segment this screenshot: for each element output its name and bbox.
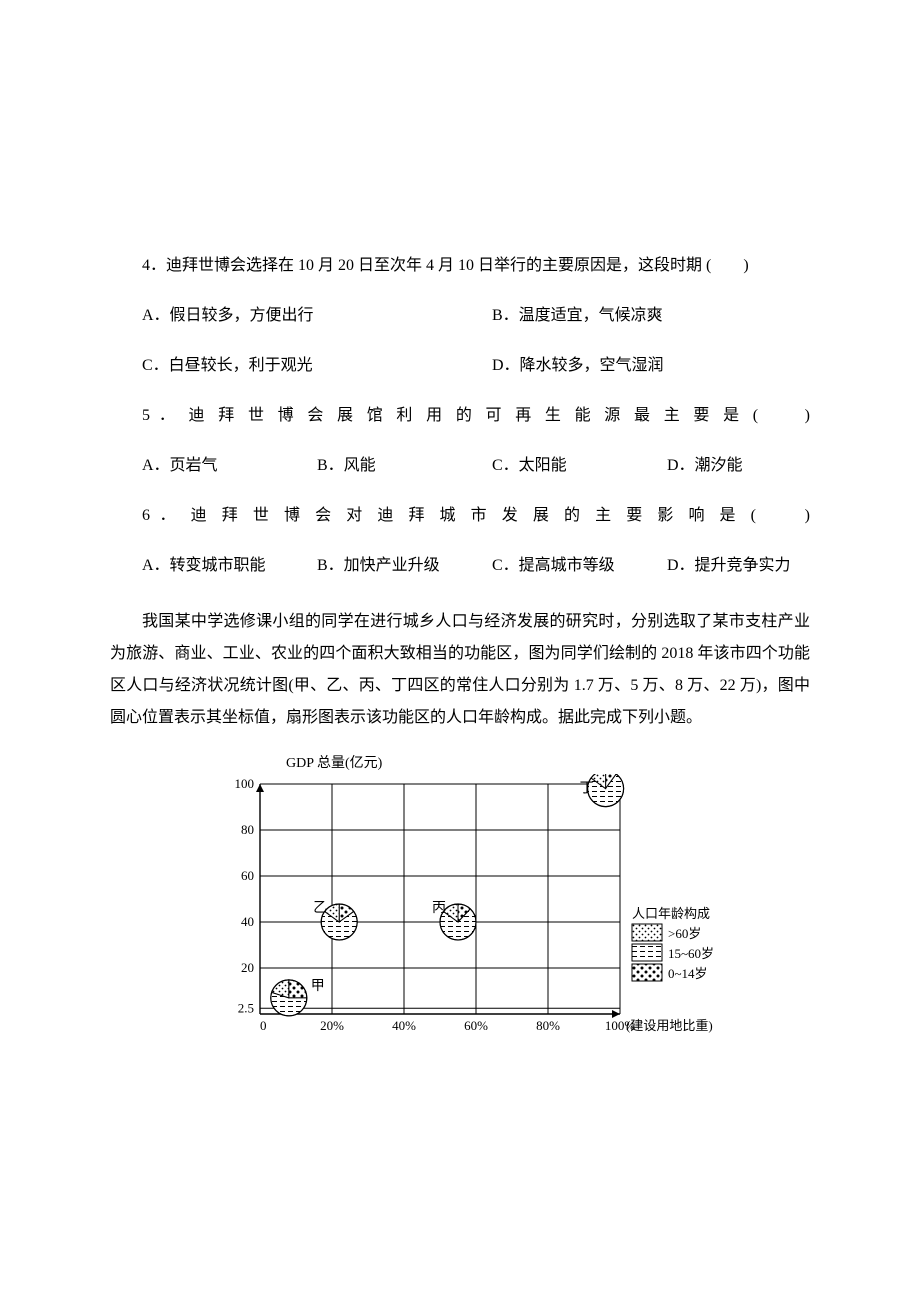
svg-text:甲: 甲 bbox=[311, 979, 325, 994]
q4-row1: A．假日较多，方便出行 B．温度适宜，气候凉爽 bbox=[110, 300, 810, 332]
q5-stem: 5 ． 迪 拜 世 博 会 展 馆 利 用 的 可 再 生 能 源 最 主 要 … bbox=[110, 400, 810, 432]
svg-text:>60岁: >60岁 bbox=[668, 926, 701, 941]
q5-opt-d: D．潮汐能 bbox=[635, 450, 810, 482]
chart-caption: GDP 总量(亿元) bbox=[286, 752, 720, 772]
q6-opt-b: B．加快产业升级 bbox=[285, 550, 460, 582]
svg-text:80: 80 bbox=[241, 822, 254, 837]
svg-text:80%: 80% bbox=[536, 1018, 560, 1033]
svg-text:0: 0 bbox=[260, 1018, 267, 1033]
svg-text:20%: 20% bbox=[320, 1018, 344, 1033]
q4-opt-a: A．假日较多，方便出行 bbox=[110, 300, 460, 332]
svg-text:20: 20 bbox=[241, 960, 254, 975]
svg-text:60%: 60% bbox=[464, 1018, 488, 1033]
q5-opt-b: B．风能 bbox=[285, 450, 460, 482]
q4-stem: 4．迪拜世博会选择在 10 月 20 日至次年 4 月 10 日举行的主要原因是… bbox=[110, 250, 810, 282]
q5-opt-a: A．页岩气 bbox=[110, 450, 285, 482]
svg-text:40: 40 bbox=[241, 914, 254, 929]
q6-opt-d: D．提升竞争实力 bbox=[635, 550, 810, 582]
svg-text:0~14岁: 0~14岁 bbox=[668, 966, 708, 981]
q5-opts: A．页岩气 B．风能 C．太阳能 D．潮汐能 bbox=[110, 450, 810, 482]
q4-opt-c: C．白昼较长，利于观光 bbox=[110, 350, 460, 382]
chart-container: GDP 总量(亿元) 2.520406080100020%40%60%80%10… bbox=[200, 752, 720, 1044]
svg-text:丙: 丙 bbox=[432, 901, 446, 916]
q6-opts: A．转变城市职能 B．加快产业升级 C．提高城市等级 D．提升竞争实力 bbox=[110, 550, 810, 582]
svg-text:丁: 丁 bbox=[580, 782, 594, 797]
chart-svg: 2.520406080100020%40%60%80%100%(建设用地比重)甲… bbox=[200, 774, 760, 1044]
svg-text:60: 60 bbox=[241, 868, 254, 883]
svg-text:(建设用地比重): (建设用地比重) bbox=[626, 1018, 713, 1033]
svg-text:40%: 40% bbox=[392, 1018, 416, 1033]
q6-opt-a: A．转变城市职能 bbox=[110, 550, 285, 582]
svg-text:100: 100 bbox=[235, 776, 255, 791]
q5-opt-c: C．太阳能 bbox=[460, 450, 635, 482]
svg-text:15~60岁: 15~60岁 bbox=[668, 946, 714, 961]
svg-text:2.5: 2.5 bbox=[238, 1000, 254, 1015]
q4-opt-d: D．降水较多，空气湿润 bbox=[460, 350, 810, 382]
svg-text:乙: 乙 bbox=[313, 900, 327, 916]
q4-row2: C．白昼较长，利于观光 D．降水较多，空气湿润 bbox=[110, 350, 810, 382]
q6-stem: 6 ． 迪 拜 世 博 会 对 迪 拜 城 市 发 展 的 主 要 影 响 是 … bbox=[110, 500, 810, 532]
context-paragraph: 我国某中学选修课小组的同学在进行城乡人口与经济发展的研究时，分别选取了某市支柱产… bbox=[110, 606, 810, 734]
q4-opt-b: B．温度适宜，气候凉爽 bbox=[460, 300, 810, 332]
q6-opt-c: C．提高城市等级 bbox=[460, 550, 635, 582]
svg-text:人口年龄构成: 人口年龄构成 bbox=[632, 906, 710, 921]
